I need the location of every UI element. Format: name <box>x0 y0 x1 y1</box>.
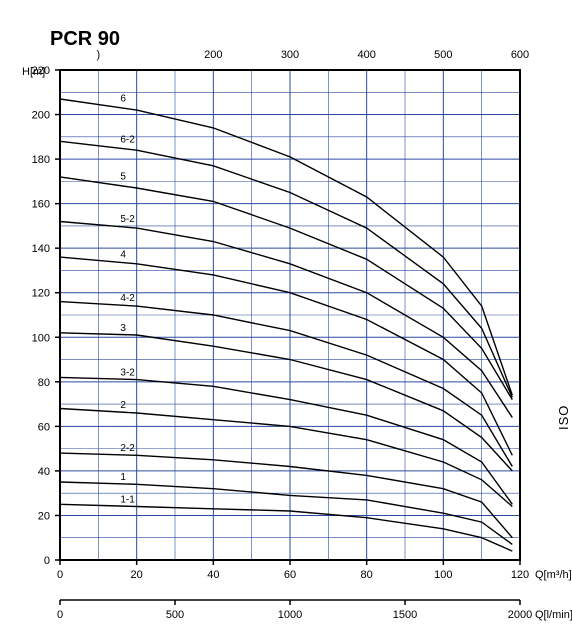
svg-text:1500: 1500 <box>393 609 417 621</box>
svg-text:): ) <box>96 49 100 61</box>
curve-label-5-2: 5-2 <box>120 214 135 225</box>
svg-text:60: 60 <box>284 569 296 581</box>
svg-text:H[m]: H[m] <box>22 66 45 78</box>
svg-text:600: 600 <box>511 49 529 61</box>
svg-text:120: 120 <box>511 569 529 581</box>
curve-label-2: 2 <box>120 400 126 411</box>
svg-text:300: 300 <box>281 49 299 61</box>
svg-text:180: 180 <box>32 154 50 166</box>
svg-text:500: 500 <box>166 609 184 621</box>
curve-label-5: 5 <box>120 171 126 182</box>
svg-text:140: 140 <box>32 243 50 255</box>
curve-label-4: 4 <box>120 249 126 260</box>
svg-text:2000: 2000 <box>508 609 532 621</box>
svg-text:20: 20 <box>131 569 143 581</box>
curve-label-3: 3 <box>120 323 126 334</box>
curve-5-2 <box>60 222 512 418</box>
svg-text:0: 0 <box>57 569 63 581</box>
svg-text:80: 80 <box>38 377 50 389</box>
svg-text:Q[l/min]: Q[l/min] <box>535 609 572 621</box>
svg-text:200: 200 <box>32 110 50 122</box>
svg-text:100: 100 <box>32 332 50 344</box>
curve-4-2 <box>60 302 512 467</box>
svg-text:400: 400 <box>357 49 375 61</box>
svg-text:0: 0 <box>57 609 63 621</box>
pump-curve-chart: 020406080100120140160180200220H[m]020406… <box>0 0 572 636</box>
curve-label-2-2: 2-2 <box>120 443 135 454</box>
curve-2 <box>60 409 512 507</box>
svg-text:40: 40 <box>38 466 50 478</box>
svg-text:1000: 1000 <box>278 609 302 621</box>
svg-text:40: 40 <box>207 569 219 581</box>
svg-text:0: 0 <box>44 555 50 567</box>
curve-5 <box>60 177 512 400</box>
curve-3-2 <box>60 377 512 504</box>
curve-label-6-2: 6-2 <box>120 135 135 146</box>
curve-label-4-2: 4-2 <box>120 293 135 304</box>
curve-label-3-2: 3-2 <box>120 367 135 378</box>
svg-text:500: 500 <box>434 49 452 61</box>
svg-text:20: 20 <box>38 510 50 522</box>
curve-label-1-1: 1-1 <box>120 494 135 505</box>
svg-text:100: 100 <box>434 569 452 581</box>
svg-text:60: 60 <box>38 421 50 433</box>
curve-1-1 <box>60 504 512 551</box>
curve-label-6: 6 <box>120 94 126 105</box>
curve-label-1: 1 <box>120 472 126 483</box>
svg-text:120: 120 <box>32 288 50 300</box>
svg-text:Q[m³/h]: Q[m³/h] <box>535 569 572 581</box>
svg-text:160: 160 <box>32 199 50 211</box>
svg-text:200: 200 <box>204 49 222 61</box>
svg-text:80: 80 <box>361 569 373 581</box>
curve-1 <box>60 482 512 544</box>
